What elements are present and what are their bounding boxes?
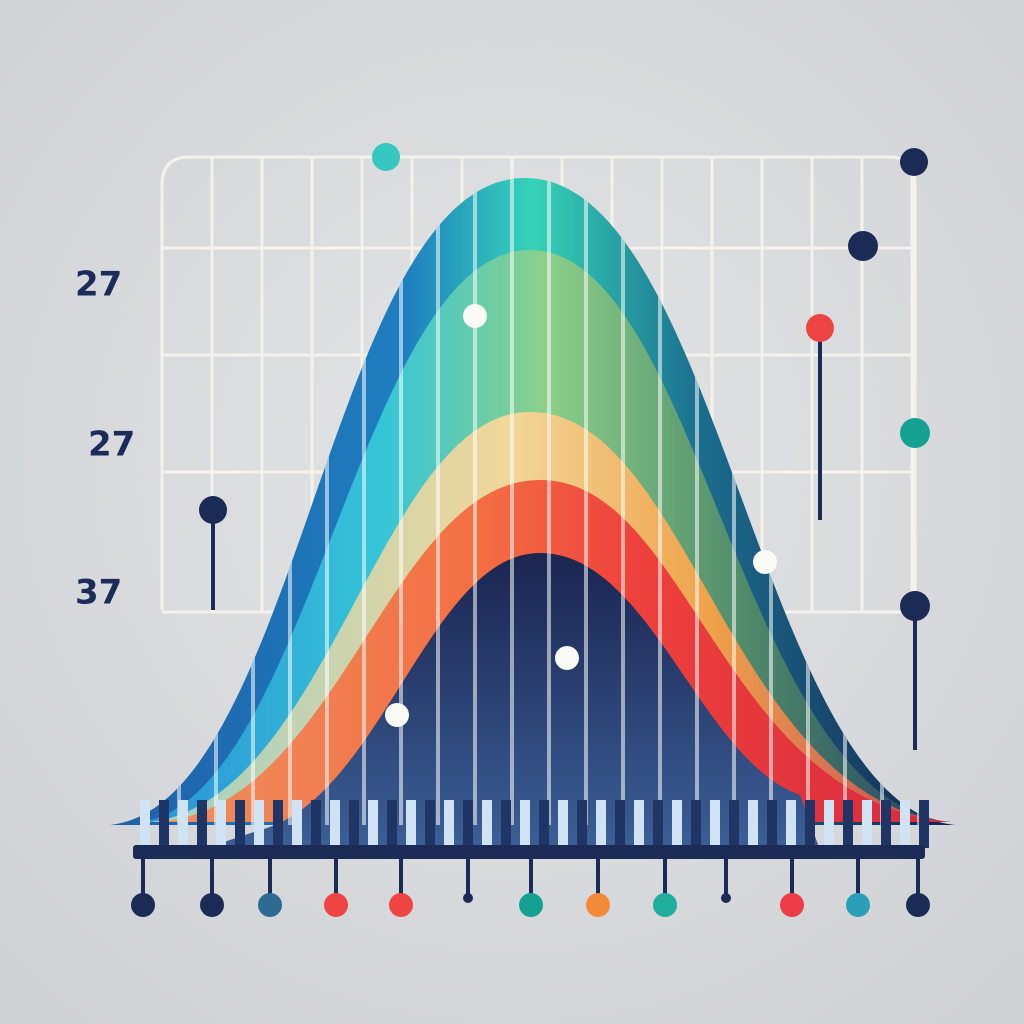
bar [824, 800, 834, 848]
stripe [399, 178, 403, 825]
bar [919, 800, 929, 848]
bar [900, 800, 910, 848]
bar [330, 800, 340, 848]
bar [672, 800, 682, 848]
dot [900, 591, 930, 621]
stripe [473, 178, 477, 825]
bar [292, 800, 302, 848]
bar [140, 800, 150, 848]
bar [881, 800, 891, 848]
bar [273, 800, 283, 848]
bar [444, 800, 454, 848]
bar [235, 800, 245, 848]
bar [577, 800, 587, 848]
white-dot [555, 646, 579, 670]
stripe [547, 178, 551, 825]
dot [200, 893, 224, 917]
bar [216, 800, 226, 848]
dot [721, 893, 731, 903]
bar [520, 800, 530, 848]
stripe [584, 178, 588, 825]
dot [131, 893, 155, 917]
dot [780, 893, 804, 917]
bar [406, 800, 416, 848]
dot [324, 893, 348, 917]
axis-label: 27 [75, 265, 122, 305]
bar [729, 800, 739, 848]
stripe [621, 178, 625, 825]
stripe [732, 178, 736, 825]
dots [131, 143, 930, 917]
dot [586, 893, 610, 917]
stripe [436, 178, 440, 825]
bar [615, 800, 625, 848]
bar [387, 800, 397, 848]
bar [691, 800, 701, 848]
bar [786, 800, 796, 848]
dot [199, 496, 227, 524]
axis-label: 37 [75, 573, 122, 613]
bell-curve [110, 178, 955, 850]
axis-label: 27 [88, 425, 135, 465]
white-dot [753, 550, 777, 574]
bar [159, 800, 169, 848]
bar [748, 800, 758, 848]
bar [653, 800, 663, 848]
bar [368, 800, 378, 848]
bar [767, 800, 777, 848]
bar [634, 800, 644, 848]
white-dot [385, 703, 409, 727]
dot [848, 231, 878, 261]
stripe [695, 178, 699, 825]
bar [805, 800, 815, 848]
bar [482, 800, 492, 848]
bar [710, 800, 720, 848]
dot [906, 893, 930, 917]
bottom-bars [140, 800, 929, 848]
x-axis-bar [133, 845, 925, 859]
dot [258, 893, 282, 917]
bar [862, 800, 872, 848]
dot [372, 143, 400, 171]
stripe [362, 178, 366, 825]
dot [463, 893, 473, 903]
bar [558, 800, 568, 848]
dot [846, 893, 870, 917]
bar [843, 800, 853, 848]
bar [197, 800, 207, 848]
dot [389, 893, 413, 917]
white-dot [463, 304, 487, 328]
dot [900, 418, 930, 448]
bar [178, 800, 188, 848]
bar [254, 800, 264, 848]
stripe [658, 178, 662, 825]
bar [311, 800, 321, 848]
dot [900, 148, 928, 176]
dot [519, 893, 543, 917]
bar [539, 800, 549, 848]
bar [463, 800, 473, 848]
dot [806, 314, 834, 342]
stripe [510, 178, 514, 825]
bar [349, 800, 359, 848]
dot [653, 893, 677, 917]
bar [425, 800, 435, 848]
bar [501, 800, 511, 848]
bar [596, 800, 606, 848]
stripe [325, 178, 329, 825]
